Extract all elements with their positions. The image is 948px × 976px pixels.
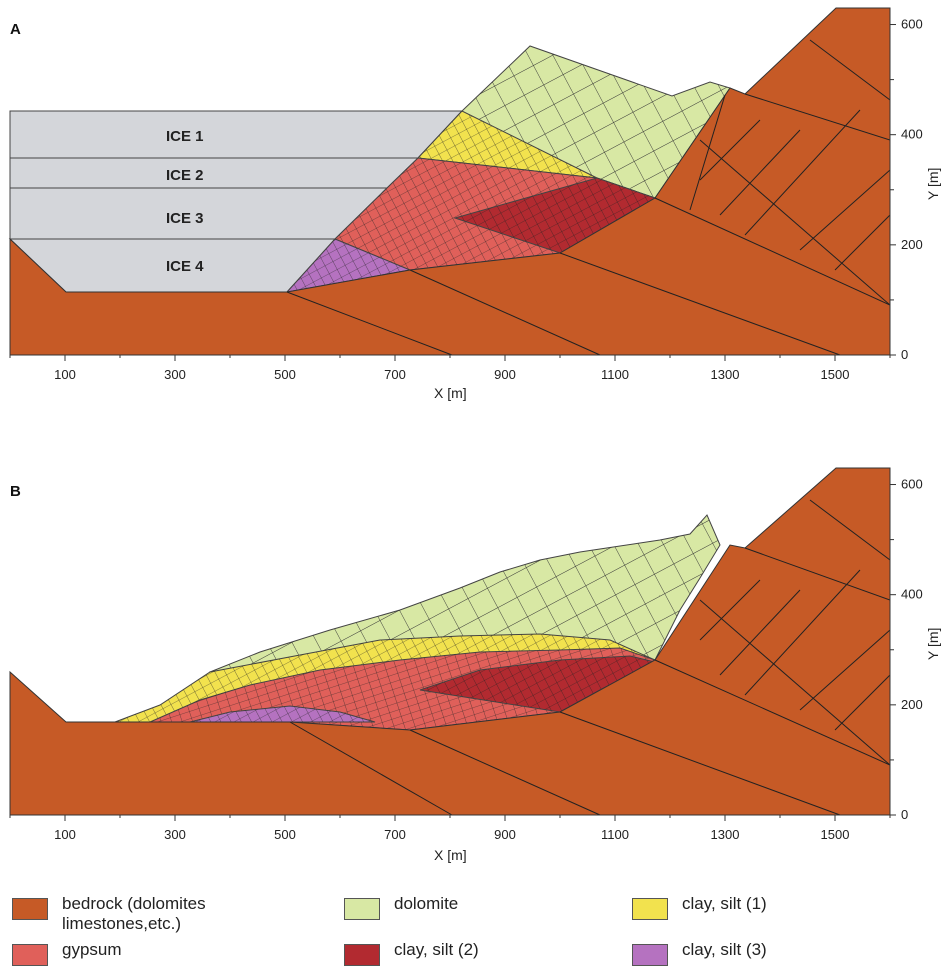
clay3-mesh-a bbox=[287, 239, 410, 292]
x-tick-label: 700 bbox=[384, 827, 406, 842]
panel-b-letter: B bbox=[10, 483, 21, 500]
ice-label-3: ICE 3 bbox=[166, 210, 204, 227]
y-tick-label: 0 bbox=[901, 347, 908, 362]
legend-swatch-clay1 bbox=[632, 898, 668, 920]
legend-swatch-bedrock bbox=[12, 898, 48, 920]
figure: A bbox=[8, 7, 941, 863]
legend-label-clay1: clay, silt (1) bbox=[682, 894, 767, 913]
x-tick-label: 100 bbox=[54, 367, 76, 382]
y-tick-label: 400 bbox=[901, 587, 923, 602]
legend-item-clay3: clay, silt (3) bbox=[632, 940, 767, 966]
clay3-mesh-b bbox=[190, 706, 375, 722]
legend-swatch-clay3 bbox=[632, 944, 668, 966]
y-tick-label: 200 bbox=[901, 237, 923, 252]
y-ticks-b: 0 200 400 600 bbox=[890, 477, 923, 822]
ice-band-2 bbox=[9, 157, 420, 189]
x-ticks-a: 100 300 500 700 900 1100 1300 1500 bbox=[9, 355, 891, 382]
legend-item-clay2: clay, silt (2) bbox=[344, 940, 479, 966]
x-axis-title-b: X [m] bbox=[434, 847, 467, 863]
legend-label-clay3: clay, silt (3) bbox=[682, 940, 767, 959]
clay2-mesh-a bbox=[455, 178, 655, 253]
y-ticks-a: 0 200 400 600 bbox=[890, 17, 923, 362]
legend-swatch-clay2 bbox=[344, 944, 380, 966]
y-tick-label: 600 bbox=[901, 17, 923, 32]
clay2-mesh-b bbox=[420, 656, 655, 712]
x-tick-label: 1100 bbox=[601, 367, 629, 382]
ice-label-4: ICE 4 bbox=[166, 258, 204, 275]
legend-item-dolomite: dolomite bbox=[344, 894, 458, 920]
ice-label-2: ICE 2 bbox=[166, 167, 204, 184]
panel-b: B bbox=[9, 467, 941, 863]
legend: bedrock (dolomites limestones,etc.) dolo… bbox=[0, 880, 948, 976]
x-tick-label: 900 bbox=[494, 827, 516, 842]
y-axis-title-a: Y [m] bbox=[925, 168, 941, 200]
legend-label-gypsum: gypsum bbox=[62, 940, 122, 959]
clay1-mesh-a bbox=[418, 111, 597, 178]
legend-item-bedrock: bedrock (dolomites limestones,etc.) bbox=[12, 894, 206, 934]
ice-label-1: ICE 1 bbox=[166, 128, 204, 145]
panel-a: A bbox=[8, 7, 941, 401]
x-tick-label: 1100 bbox=[601, 827, 629, 842]
x-tick-label: 1500 bbox=[821, 827, 850, 842]
legend-swatch-dolomite bbox=[344, 898, 380, 920]
y-tick-label: 200 bbox=[901, 697, 923, 712]
x-tick-label: 700 bbox=[384, 367, 406, 382]
x-tick-label: 100 bbox=[54, 827, 76, 842]
x-tick-label: 500 bbox=[274, 367, 296, 382]
x-tick-label: 300 bbox=[164, 827, 186, 842]
ice-bands bbox=[8, 110, 464, 293]
x-tick-label: 1300 bbox=[711, 827, 740, 842]
legend-item-clay1: clay, silt (1) bbox=[632, 894, 767, 920]
panel-a-letter: A bbox=[10, 21, 21, 38]
x-tick-label: 1300 bbox=[711, 367, 740, 382]
y-tick-label: 400 bbox=[901, 127, 923, 142]
y-tick-label: 600 bbox=[901, 477, 923, 492]
bedrock-joints-b bbox=[289, 499, 891, 816]
x-ticks-b: 100 300 500 700 900 1100 1300 1500 bbox=[9, 815, 891, 842]
x-tick-label: 500 bbox=[274, 827, 296, 842]
x-tick-label: 900 bbox=[494, 367, 516, 382]
legend-label-clay2: clay, silt (2) bbox=[394, 940, 479, 959]
legend-item-gypsum: gypsum bbox=[12, 940, 122, 966]
y-tick-label: 0 bbox=[901, 807, 908, 822]
x-tick-label: 300 bbox=[164, 367, 186, 382]
x-axis-title-a: X [m] bbox=[434, 385, 467, 401]
legend-swatch-gypsum bbox=[12, 944, 48, 966]
dolomite-mesh-b bbox=[210, 515, 720, 690]
y-axis-title-b: Y [m] bbox=[925, 628, 941, 660]
legend-label-bedrock: bedrock (dolomites limestones,etc.) bbox=[62, 894, 206, 933]
x-tick-label: 1500 bbox=[821, 367, 850, 382]
bedrock-joints-a bbox=[286, 39, 891, 356]
ice-band-1 bbox=[9, 110, 464, 159]
legend-label-dolomite: dolomite bbox=[394, 894, 459, 913]
